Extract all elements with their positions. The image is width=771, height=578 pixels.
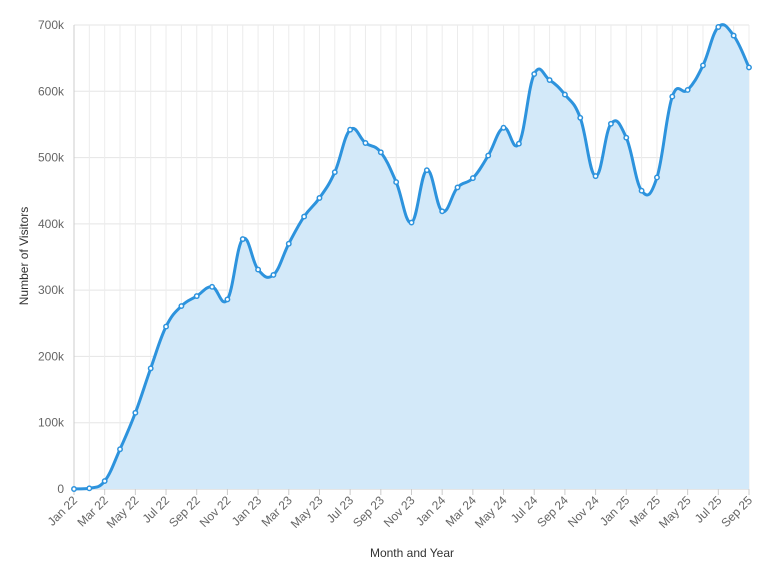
data-point	[331, 169, 338, 176]
y-tick-label: 600k	[38, 84, 65, 98]
data-point	[561, 91, 568, 98]
y-tick-label: 400k	[38, 217, 65, 231]
y-axis-ticks: 0 100k 200k 300k 400k 500k 600k 700k	[38, 18, 65, 496]
x-tick-label: May 24	[472, 493, 510, 531]
data-point	[607, 120, 614, 127]
x-tick-label: Sep 25	[718, 493, 755, 530]
data-point	[684, 87, 691, 93]
data-point	[730, 32, 737, 39]
y-axis-title: Number of Visitors	[17, 207, 31, 305]
x-tick-label: Nov 24	[565, 493, 602, 530]
data-point	[255, 266, 262, 273]
x-tick-label: May 25	[656, 493, 694, 531]
data-point	[408, 219, 415, 226]
data-point	[500, 124, 507, 131]
data-point	[454, 184, 461, 191]
data-points	[71, 24, 752, 492]
x-tick-label: Sep 22	[166, 493, 203, 530]
data-point	[209, 283, 216, 290]
data-point	[715, 24, 722, 30]
data-point	[623, 134, 630, 141]
data-point	[377, 149, 384, 156]
data-point	[654, 174, 660, 181]
data-point	[546, 77, 553, 83]
data-point	[700, 62, 706, 69]
y-tick-label: 200k	[38, 349, 65, 363]
x-tick-label: May 22	[104, 493, 142, 531]
data-point	[669, 93, 676, 100]
data-point	[423, 167, 430, 174]
data-point	[485, 152, 492, 159]
data-point	[439, 208, 446, 215]
data-point	[239, 236, 246, 243]
data-point	[316, 195, 323, 201]
y-tick-label: 100k	[38, 416, 65, 430]
x-tick-label: Jan 24	[413, 493, 449, 529]
data-point	[147, 365, 154, 372]
x-tick-label: Sep 24	[534, 493, 571, 530]
data-point	[362, 140, 369, 146]
data-point	[117, 446, 123, 453]
data-point	[531, 71, 538, 78]
data-point	[178, 303, 185, 310]
x-tick-label: Nov 22	[197, 493, 234, 530]
data-point	[515, 140, 522, 147]
data-point	[270, 271, 277, 278]
data-point	[592, 173, 599, 180]
data-point	[746, 64, 752, 71]
y-tick-label: 300k	[38, 283, 65, 297]
data-point	[101, 478, 108, 484]
data-point	[86, 485, 93, 492]
data-point	[71, 486, 77, 492]
y-tick-label: 500k	[38, 151, 65, 165]
x-tick-label: Jan 23	[229, 493, 265, 529]
data-point	[393, 179, 400, 186]
area-fill	[74, 24, 749, 489]
data-point	[163, 323, 169, 330]
x-tick-label: Jan 25	[597, 493, 633, 529]
y-tick-label: 0	[57, 482, 64, 496]
data-point	[224, 296, 231, 303]
data-point	[347, 126, 354, 133]
y-tick-label: 700k	[38, 18, 65, 32]
data-point	[469, 175, 476, 182]
data-point	[193, 293, 200, 300]
x-tick-label: Sep 23	[350, 493, 387, 530]
data-point	[285, 240, 292, 247]
data-point	[301, 213, 308, 220]
x-tick-label: Jan 22	[45, 493, 81, 529]
data-point	[577, 114, 584, 121]
x-axis-title: Month and Year	[370, 546, 454, 560]
data-point	[132, 409, 139, 416]
data-point	[638, 187, 645, 194]
x-tick-label: Nov 23	[381, 493, 418, 530]
x-tick-label: May 23	[288, 493, 326, 531]
